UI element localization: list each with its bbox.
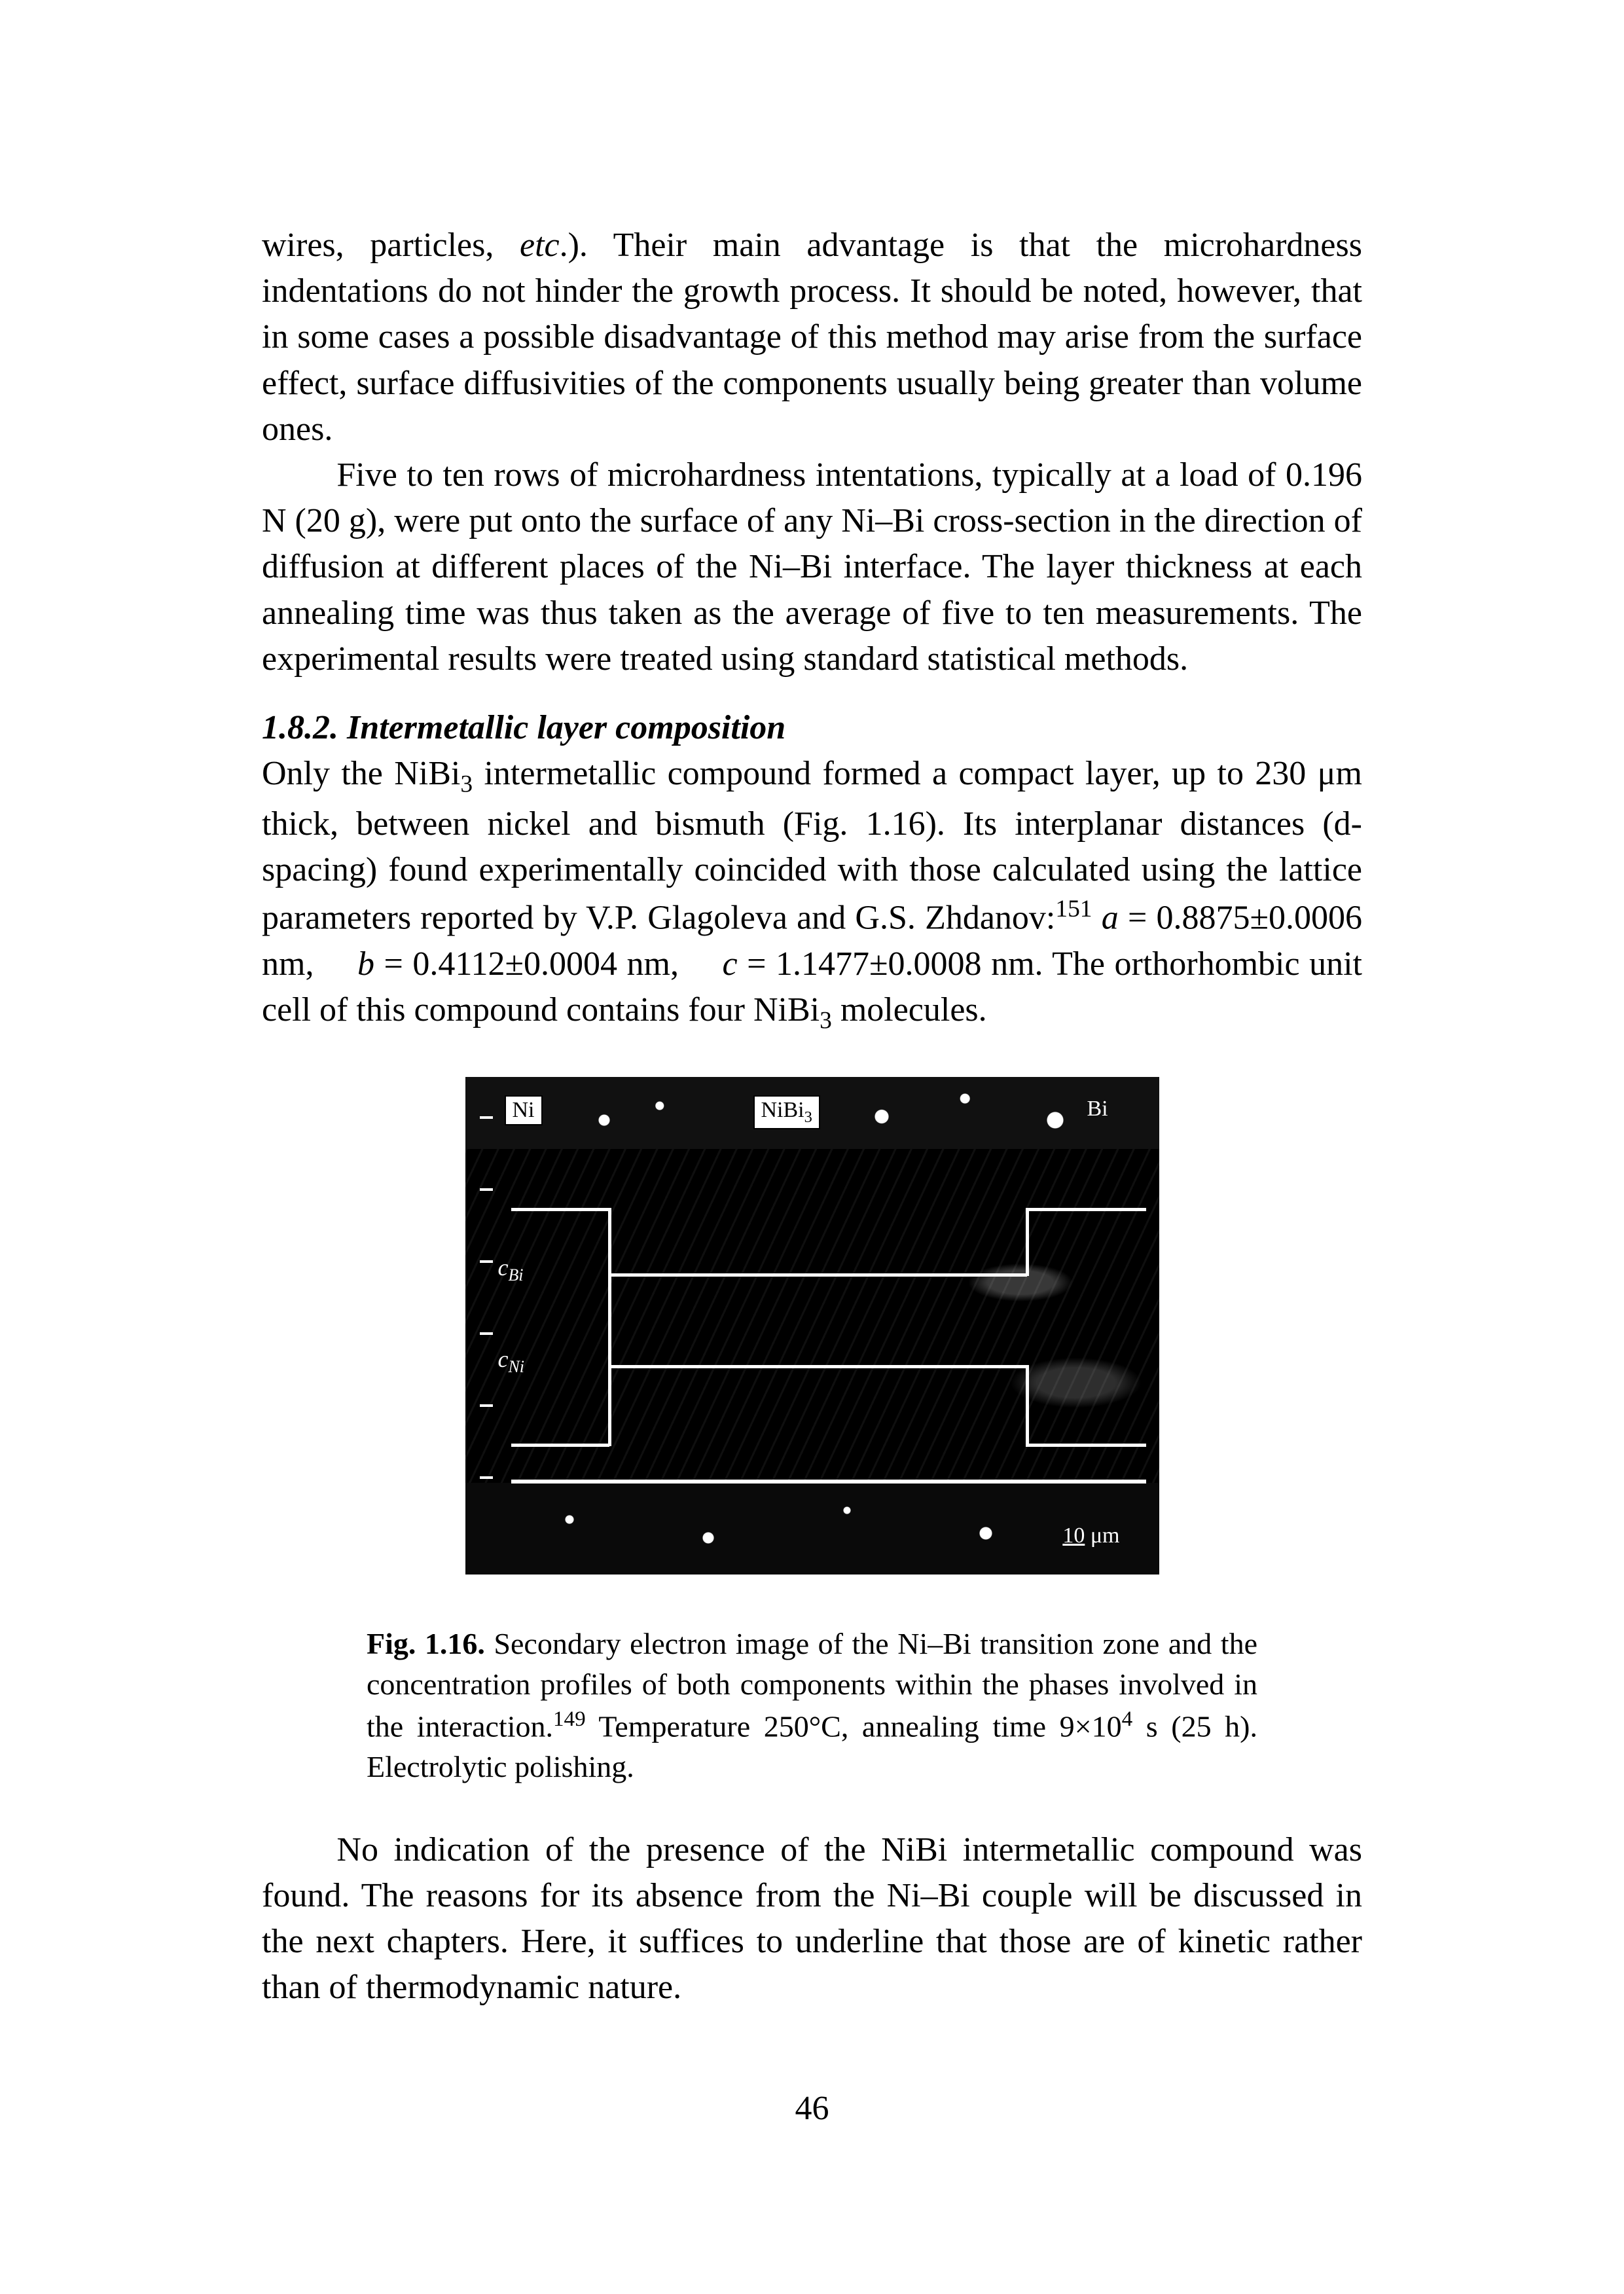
ytick [480, 1260, 493, 1263]
text: c [498, 1346, 509, 1372]
ytick [480, 1116, 493, 1119]
reference-superscript: 151 [1055, 896, 1092, 922]
caption-text: Temperature 250°C, annealing time 9×10 [586, 1709, 1122, 1743]
figure-texture-mid [465, 1149, 1159, 1483]
profile-cni-segment [1026, 1444, 1146, 1447]
ytick [480, 1188, 493, 1191]
figure-1-16: Ni NiBi3 Bi cBi [262, 1077, 1362, 1788]
page-number: 46 [262, 2089, 1362, 2128]
var-a: a [1102, 900, 1119, 937]
profile-cbi-segment [608, 1273, 1027, 1277]
divider-line [511, 1480, 1146, 1484]
y-axis [480, 1090, 526, 1561]
subscript: 3 [820, 1007, 832, 1034]
figure-caption: Fig. 1.16. Secondary electron image of t… [367, 1624, 1257, 1788]
phase-label-nibi3: NiBi3 [753, 1095, 820, 1129]
ytick [480, 1476, 493, 1479]
caption-label: Fig. 1.16. [367, 1627, 485, 1660]
profile-cbi-segment [1026, 1208, 1029, 1276]
paragraph-3: Only the NiBi3 intermetallic compound fo… [262, 751, 1362, 1038]
ytick [480, 1332, 493, 1335]
page: wires, particles, etc.). Their main adva… [0, 0, 1624, 2259]
profile-label-cni: cNi [498, 1345, 524, 1377]
paragraph-2: Five to ten rows of microhardness intent… [262, 452, 1362, 682]
paragraph-1: wires, particles, etc.). Their main adva… [262, 223, 1362, 452]
subscript: Bi [508, 1265, 523, 1284]
paragraph-4: No indication of the presence of the NiB… [262, 1827, 1362, 2011]
figure-image: Ni NiBi3 Bi cBi [465, 1077, 1159, 1575]
subscript: 3 [460, 771, 473, 797]
var-c: c [723, 945, 738, 983]
text: NiBi [761, 1098, 804, 1122]
var-b: b [357, 945, 374, 983]
section-heading: 1.8.2. Intermetallic layer composition [262, 708, 1362, 747]
subscript: Ni [508, 1357, 524, 1376]
text [1092, 900, 1102, 937]
profile-cni-segment [608, 1365, 1027, 1368]
text: Only the NiBi [262, 755, 460, 792]
subscript: 3 [804, 1108, 812, 1126]
scale-value: 10 [1062, 1523, 1085, 1548]
profile-cbi-segment [511, 1444, 609, 1447]
figure-texture-bottom [465, 1483, 1159, 1575]
profile-cni-segment [1026, 1365, 1029, 1446]
reference-superscript: 149 [553, 1707, 586, 1731]
ytick [480, 1404, 493, 1407]
text: wires, particles, [262, 227, 520, 264]
profile-cbi-segment [1026, 1208, 1146, 1211]
text-italic: etc [520, 227, 560, 264]
text: molecules. [832, 991, 987, 1029]
profile-label-cbi: cBi [498, 1254, 524, 1285]
phase-label-bi: Bi [1081, 1095, 1115, 1123]
text: c [498, 1254, 509, 1281]
exponent: 4 [1122, 1707, 1133, 1731]
scale-label: 10 μm [1062, 1523, 1119, 1548]
text: = 0.4112±0.0004 nm, [374, 945, 723, 983]
profile-cni-segment [608, 1208, 611, 1368]
profile-cni-segment [511, 1208, 609, 1211]
scale-unit: μm [1085, 1523, 1119, 1548]
